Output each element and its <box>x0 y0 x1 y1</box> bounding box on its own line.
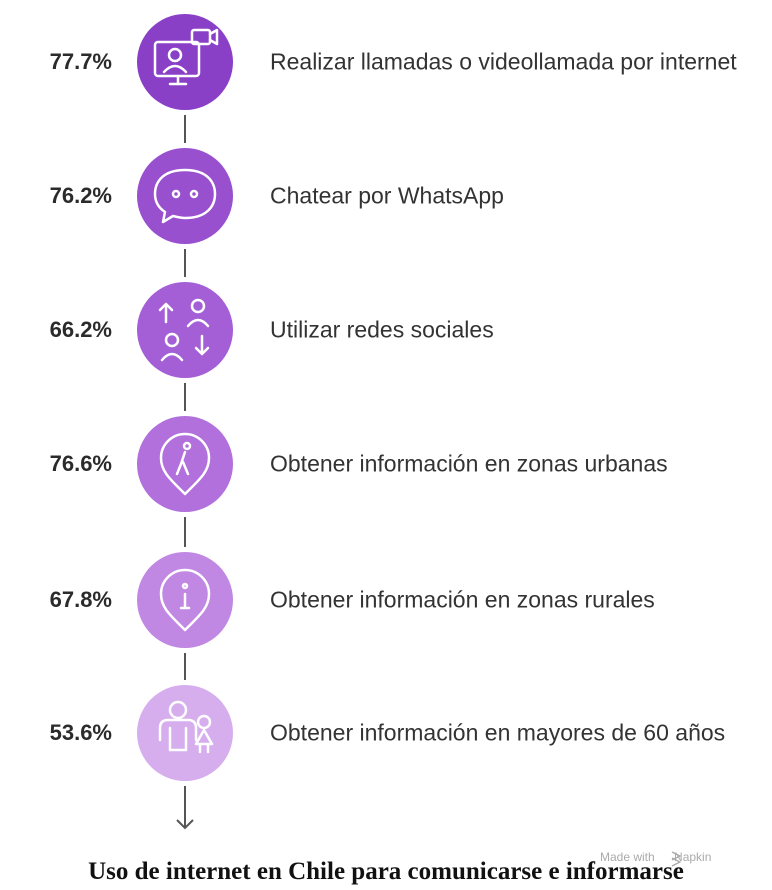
percent: 77.7% <box>49 49 112 74</box>
watermark-prefix: Made with <box>600 850 655 864</box>
connectors <box>176 115 194 830</box>
percent: 67.8% <box>49 587 112 612</box>
percent: 66.2% <box>49 317 112 342</box>
item-label: Chatear por WhatsApp <box>270 182 504 209</box>
item-label: Realizar llamadas o videollamada por int… <box>270 48 737 75</box>
item-label: Obtener información en zonas urbanas <box>270 450 668 477</box>
icons <box>153 28 219 754</box>
percent: 76.2% <box>49 183 112 208</box>
watermark-brand: Napkin <box>674 850 712 864</box>
percent: 53.6% <box>49 720 112 745</box>
percent: 76.6% <box>49 451 112 476</box>
item-label: Obtener información en mayores de 60 año… <box>270 719 726 746</box>
item-label: Utilizar redes sociales <box>270 316 494 343</box>
title: Uso de internet en Chile para comunicars… <box>88 858 684 885</box>
watermark: Made with Napkin <box>600 850 711 864</box>
napkin-logo <box>671 851 682 867</box>
item-label: Obtener información en zonas rurales <box>270 586 655 613</box>
